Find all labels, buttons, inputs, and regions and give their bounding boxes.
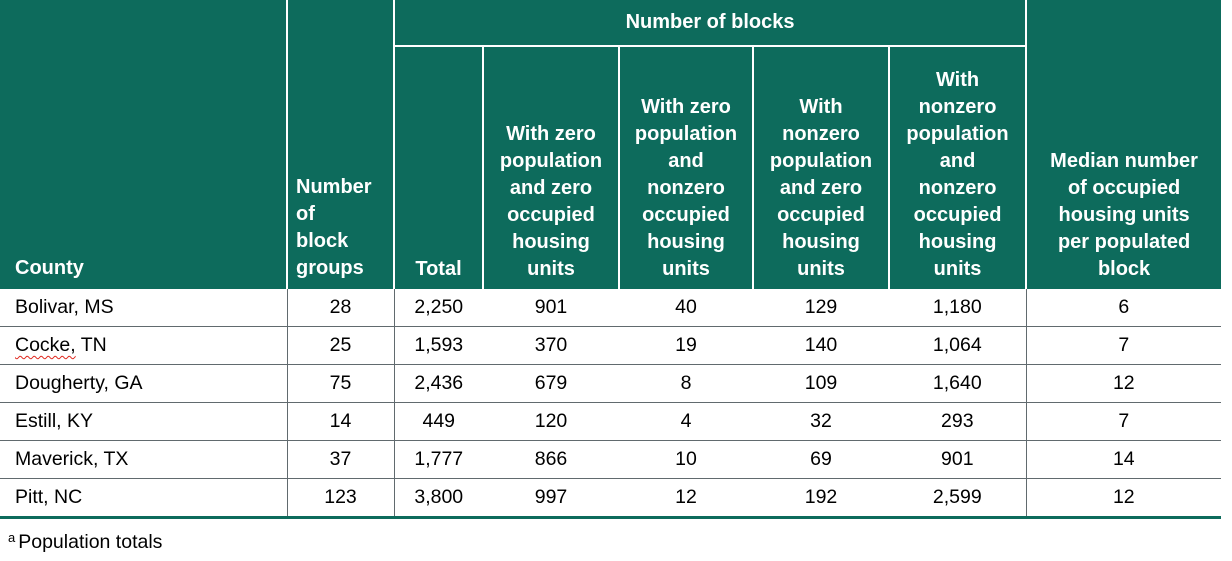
- cell-block-groups: 123: [287, 478, 395, 519]
- cell-county: Pitt, NC: [0, 478, 288, 519]
- col-group-header-number-of-blocks: Number of blocks: [394, 0, 1028, 47]
- cell-nonzero-pop-zero-units: 109: [753, 364, 889, 403]
- cell-nonzero-pop-nonzero-units: 293: [889, 402, 1027, 441]
- table-row-maverick: Maverick, TX 37 1,777 866 10 69 901 14: [0, 440, 1222, 479]
- cell-median: 12: [1026, 364, 1222, 403]
- cell-block-groups: 37: [287, 440, 395, 479]
- cell-median: 7: [1026, 326, 1222, 365]
- table-row-pitt: Pitt, NC 123 3,800 997 12 192 2,599 12: [0, 478, 1222, 519]
- cell-total: 1,593: [394, 326, 483, 365]
- cell-total: 2,250: [394, 289, 483, 327]
- cell-zero-pop-nonzero-units: 19: [619, 326, 753, 365]
- footnote-marker: a: [8, 530, 16, 545]
- table-row-bolivar: Bolivar, MS 28 2,250 901 40 129 1,180 6: [0, 289, 1222, 327]
- footnote-text: Population totals: [18, 531, 163, 553]
- table-body: Bolivar, MS 28 2,250 901 40 129 1,180 6 …: [0, 289, 1222, 519]
- col-header-nonzero-pop-nonzero-units: With nonzero population and nonzero occu…: [889, 46, 1027, 289]
- cell-zero-pop-zero-units: 120: [483, 402, 619, 441]
- cell-county: Dougherty, GA: [0, 364, 288, 403]
- cell-nonzero-pop-nonzero-units: 1,180: [889, 289, 1027, 327]
- table-row-dougherty: Dougherty, GA 75 2,436 679 8 109 1,640 1…: [0, 364, 1222, 403]
- table-row-cocke: Cocke, TN 25 1,593 370 19 140 1,064 7: [0, 326, 1222, 365]
- cell-county: Bolivar, MS: [0, 289, 288, 327]
- col-header-block-groups: Number of block groups: [287, 0, 395, 289]
- cell-zero-pop-nonzero-units: 40: [619, 289, 753, 327]
- cell-median: 14: [1026, 440, 1222, 479]
- cell-zero-pop-nonzero-units: 4: [619, 402, 753, 441]
- cell-zero-pop-nonzero-units: 8: [619, 364, 753, 403]
- cell-nonzero-pop-zero-units: 129: [753, 289, 889, 327]
- cell-zero-pop-zero-units: 370: [483, 326, 619, 365]
- cell-total: 1,777: [394, 440, 483, 479]
- cell-nonzero-pop-nonzero-units: 901: [889, 440, 1027, 479]
- cell-county: Estill, KY: [0, 402, 288, 441]
- cell-nonzero-pop-nonzero-units: 2,599: [889, 478, 1027, 519]
- col-header-zero-pop-nonzero-units: With zero population and nonzero occupie…: [619, 46, 754, 289]
- cell-block-groups: 14: [287, 402, 395, 441]
- cell-nonzero-pop-nonzero-units: 1,064: [889, 326, 1027, 365]
- cell-total: 449: [394, 402, 483, 441]
- footnote: a Population totals: [8, 530, 1232, 554]
- cell-nonzero-pop-zero-units: 69: [753, 440, 889, 479]
- col-header-zero-pop-zero-units: With zero population and zero occupied h…: [483, 46, 620, 289]
- col-header-total: Total: [394, 46, 484, 289]
- cell-block-groups: 75: [287, 364, 395, 403]
- header-group-row: County Number of block groups Number of …: [0, 0, 1222, 289]
- cell-median: 12: [1026, 478, 1222, 519]
- col-header-county: County: [0, 0, 288, 289]
- cell-median: 7: [1026, 402, 1222, 441]
- col-header-median: Median number of occupied housing units …: [1025, 0, 1222, 289]
- cell-zero-pop-nonzero-units: 12: [619, 478, 753, 519]
- cell-nonzero-pop-zero-units: 32: [753, 402, 889, 441]
- cell-total: 3,800: [394, 478, 483, 519]
- cell-median: 6: [1026, 289, 1222, 327]
- cell-block-groups: 25: [287, 326, 395, 365]
- blocks-summary-table: County Number of block groups Number of …: [0, 0, 1222, 519]
- county-suffix: TN: [75, 334, 107, 356]
- cell-nonzero-pop-nonzero-units: 1,640: [889, 364, 1027, 403]
- header-sub-row: Total With zero population and zero occu…: [0, 46, 1221, 289]
- cell-zero-pop-zero-units: 997: [483, 478, 619, 519]
- cell-zero-pop-zero-units: 679: [483, 364, 619, 403]
- table-header: County Number of block groups Number of …: [0, 0, 1222, 289]
- cell-total: 2,436: [394, 364, 483, 403]
- cell-zero-pop-zero-units: 866: [483, 440, 619, 479]
- cell-nonzero-pop-zero-units: 140: [753, 326, 889, 365]
- cell-county: Cocke, TN: [0, 326, 288, 365]
- table-row-estill: Estill, KY 14 449 120 4 32 293 7: [0, 402, 1222, 441]
- cell-block-groups: 28: [287, 289, 395, 327]
- cell-zero-pop-zero-units: 901: [483, 289, 619, 327]
- cell-county: Maverick, TX: [0, 440, 288, 479]
- col-header-nonzero-pop-zero-units: With nonzero population and zero occupie…: [753, 46, 890, 289]
- cell-nonzero-pop-zero-units: 192: [753, 478, 889, 519]
- misspelled-word: Cocke,: [15, 334, 76, 356]
- cell-zero-pop-nonzero-units: 10: [619, 440, 753, 479]
